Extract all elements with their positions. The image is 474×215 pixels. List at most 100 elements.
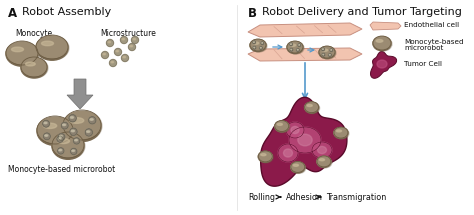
Ellipse shape bbox=[133, 38, 136, 40]
Ellipse shape bbox=[128, 43, 136, 51]
Ellipse shape bbox=[319, 47, 335, 59]
Ellipse shape bbox=[286, 122, 304, 138]
Ellipse shape bbox=[71, 148, 77, 155]
Polygon shape bbox=[371, 51, 397, 78]
Ellipse shape bbox=[36, 36, 68, 60]
Ellipse shape bbox=[7, 42, 39, 66]
Ellipse shape bbox=[307, 104, 312, 107]
Ellipse shape bbox=[293, 164, 299, 166]
Text: Robot Delivery and Tumor Targeting: Robot Delivery and Tumor Targeting bbox=[262, 7, 462, 17]
Ellipse shape bbox=[287, 41, 303, 54]
Ellipse shape bbox=[122, 38, 125, 40]
Ellipse shape bbox=[373, 37, 391, 49]
Ellipse shape bbox=[318, 146, 327, 154]
Ellipse shape bbox=[330, 49, 332, 50]
Ellipse shape bbox=[57, 136, 63, 142]
Text: Transmigration: Transmigration bbox=[326, 192, 386, 201]
Ellipse shape bbox=[108, 41, 110, 43]
Ellipse shape bbox=[109, 60, 117, 66]
Ellipse shape bbox=[253, 41, 255, 44]
Ellipse shape bbox=[63, 112, 101, 138]
Ellipse shape bbox=[261, 42, 263, 43]
Text: Monocyte: Monocyte bbox=[15, 29, 52, 38]
Ellipse shape bbox=[58, 134, 65, 140]
Ellipse shape bbox=[275, 121, 289, 131]
Ellipse shape bbox=[11, 47, 24, 52]
Polygon shape bbox=[370, 22, 401, 30]
Ellipse shape bbox=[70, 117, 73, 118]
Ellipse shape bbox=[64, 111, 102, 141]
Ellipse shape bbox=[334, 128, 348, 139]
Ellipse shape bbox=[337, 130, 342, 132]
Ellipse shape bbox=[107, 40, 113, 46]
Ellipse shape bbox=[296, 49, 300, 51]
Ellipse shape bbox=[44, 133, 50, 140]
Ellipse shape bbox=[259, 46, 262, 49]
Ellipse shape bbox=[250, 40, 266, 50]
Ellipse shape bbox=[318, 157, 332, 168]
Ellipse shape bbox=[290, 44, 296, 46]
Ellipse shape bbox=[276, 121, 290, 132]
Ellipse shape bbox=[59, 135, 63, 137]
Ellipse shape bbox=[59, 149, 62, 151]
Ellipse shape bbox=[291, 126, 299, 134]
Ellipse shape bbox=[131, 37, 138, 43]
Ellipse shape bbox=[89, 117, 96, 124]
Ellipse shape bbox=[58, 148, 64, 154]
Ellipse shape bbox=[43, 120, 49, 127]
Text: Rolling: Rolling bbox=[248, 192, 275, 201]
Ellipse shape bbox=[116, 51, 118, 52]
Ellipse shape bbox=[45, 135, 48, 136]
Polygon shape bbox=[261, 97, 347, 186]
Ellipse shape bbox=[44, 122, 47, 124]
Ellipse shape bbox=[291, 162, 305, 172]
Text: Microstructure: Microstructure bbox=[100, 29, 156, 38]
Ellipse shape bbox=[42, 41, 54, 46]
Ellipse shape bbox=[37, 117, 73, 145]
Ellipse shape bbox=[37, 36, 69, 60]
Ellipse shape bbox=[335, 128, 349, 139]
Ellipse shape bbox=[289, 127, 321, 153]
Ellipse shape bbox=[322, 53, 325, 56]
Ellipse shape bbox=[87, 131, 90, 132]
Ellipse shape bbox=[291, 162, 305, 173]
Ellipse shape bbox=[61, 122, 68, 129]
Ellipse shape bbox=[317, 157, 331, 166]
Ellipse shape bbox=[290, 48, 293, 51]
Ellipse shape bbox=[71, 130, 74, 132]
Ellipse shape bbox=[374, 37, 392, 51]
Ellipse shape bbox=[101, 52, 109, 58]
Ellipse shape bbox=[36, 36, 68, 58]
Ellipse shape bbox=[21, 58, 47, 76]
Ellipse shape bbox=[53, 133, 85, 159]
Ellipse shape bbox=[70, 128, 77, 135]
Ellipse shape bbox=[305, 102, 319, 113]
Ellipse shape bbox=[319, 159, 325, 161]
Ellipse shape bbox=[283, 149, 292, 157]
Ellipse shape bbox=[6, 42, 38, 66]
Ellipse shape bbox=[52, 133, 84, 157]
Ellipse shape bbox=[373, 37, 391, 51]
FancyArrow shape bbox=[67, 79, 93, 109]
Text: Adhesion: Adhesion bbox=[286, 192, 323, 201]
Text: Endothelial cell: Endothelial cell bbox=[404, 22, 459, 28]
Ellipse shape bbox=[278, 144, 298, 162]
Ellipse shape bbox=[260, 47, 261, 48]
Ellipse shape bbox=[57, 139, 70, 144]
Ellipse shape bbox=[63, 124, 65, 126]
Ellipse shape bbox=[258, 151, 272, 161]
Text: Monocyte-based microrobot: Monocyte-based microrobot bbox=[8, 165, 115, 174]
Ellipse shape bbox=[70, 118, 84, 123]
Ellipse shape bbox=[6, 42, 38, 64]
Ellipse shape bbox=[43, 123, 57, 128]
Ellipse shape bbox=[38, 117, 74, 145]
Ellipse shape bbox=[259, 152, 273, 163]
Ellipse shape bbox=[250, 40, 266, 52]
Ellipse shape bbox=[317, 157, 331, 167]
Ellipse shape bbox=[277, 123, 283, 125]
Ellipse shape bbox=[322, 54, 324, 55]
Ellipse shape bbox=[26, 62, 35, 66]
Ellipse shape bbox=[321, 48, 325, 51]
Ellipse shape bbox=[287, 41, 303, 52]
Ellipse shape bbox=[121, 54, 128, 61]
